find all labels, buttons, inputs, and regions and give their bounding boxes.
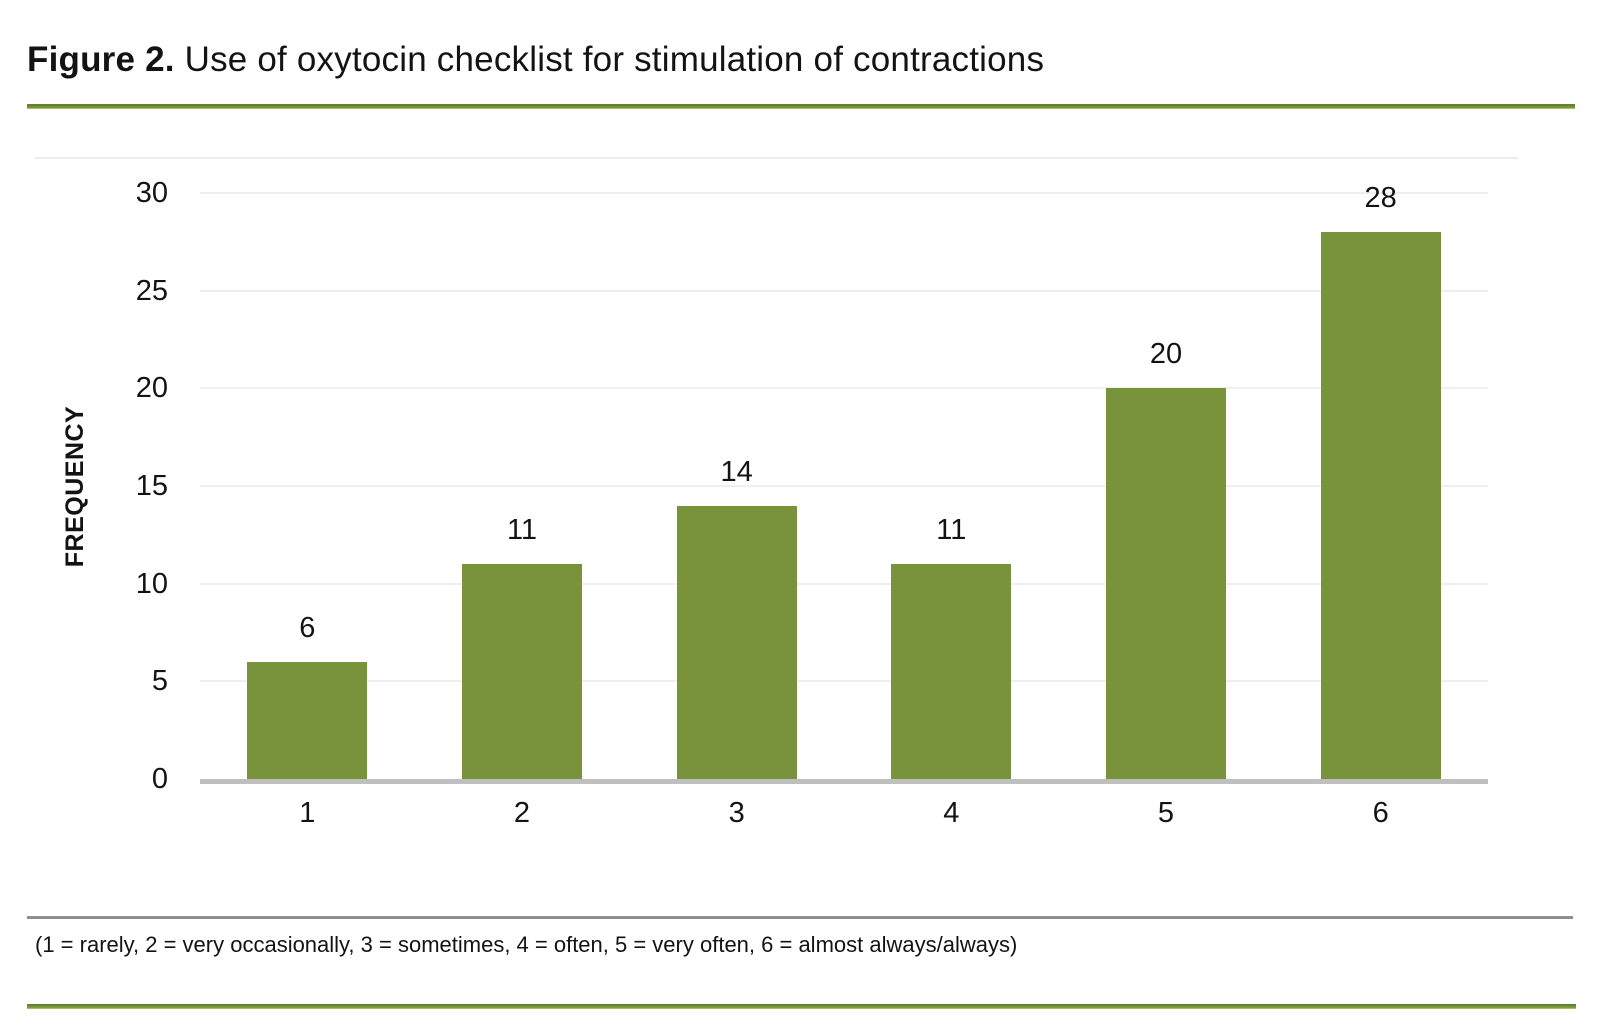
x-category-label: 6 <box>1372 797 1389 829</box>
gridline <box>200 289 1488 292</box>
y-axis-tick-label: 20 <box>135 372 168 405</box>
gridline <box>200 485 1488 487</box>
bar <box>1320 232 1441 779</box>
footnote: (1 = rarely, 2 = very occasionally, 3 = … <box>35 932 1018 957</box>
bar <box>462 564 582 779</box>
x-category-label: 5 <box>1157 797 1175 829</box>
figure-title-text: Use of oxytocin checklist for stimulatio… <box>184 40 1045 79</box>
gridline <box>200 387 1488 390</box>
bar <box>891 564 1012 779</box>
x-category-label: 2 <box>513 797 531 829</box>
bar <box>247 661 368 779</box>
y-axis-tick-label: 5 <box>151 665 168 698</box>
bar <box>1106 388 1226 779</box>
gridline <box>200 192 1488 194</box>
y-axis-tick-labels: 0 5 10 15 20 25 30 <box>0 177 168 795</box>
gridline <box>200 680 1488 683</box>
gridline <box>200 582 1488 585</box>
chart-top-border <box>35 157 1518 159</box>
bar-value-label: 14 <box>720 455 753 488</box>
bar-value-label: 11 <box>936 514 967 547</box>
x-category-label: 4 <box>943 797 960 829</box>
bottom-border-rule <box>27 1004 1576 1009</box>
figure-label: Figure 2. <box>27 40 175 79</box>
y-axis-tick-label: 0 <box>151 763 168 795</box>
title-divider-rule <box>27 104 1575 109</box>
x-axis-category-labels: 1 2 3 4 5 6 <box>200 792 1488 834</box>
bar-value-label: 20 <box>1149 338 1183 371</box>
bar <box>676 505 797 779</box>
y-axis-tick-label: 10 <box>135 567 168 600</box>
footnote-divider-rule <box>27 916 1573 919</box>
y-axis-tick-label: 30 <box>135 177 168 209</box>
bar-value-label: 28 <box>1364 182 1397 215</box>
bar-value-label: 6 <box>299 611 316 644</box>
x-category-label: 1 <box>299 797 316 829</box>
x-axis-line <box>200 779 1488 784</box>
y-axis-tick-label: 25 <box>135 274 168 307</box>
y-axis-tick-label: 15 <box>135 470 168 502</box>
figure-title: Figure 2. Use of oxytocin checklist for … <box>27 38 1044 82</box>
x-category-label: 3 <box>728 797 745 829</box>
bar-value-label: 11 <box>506 514 538 547</box>
plot-area: 6 11 14 11 20 28 <box>200 182 1488 779</box>
